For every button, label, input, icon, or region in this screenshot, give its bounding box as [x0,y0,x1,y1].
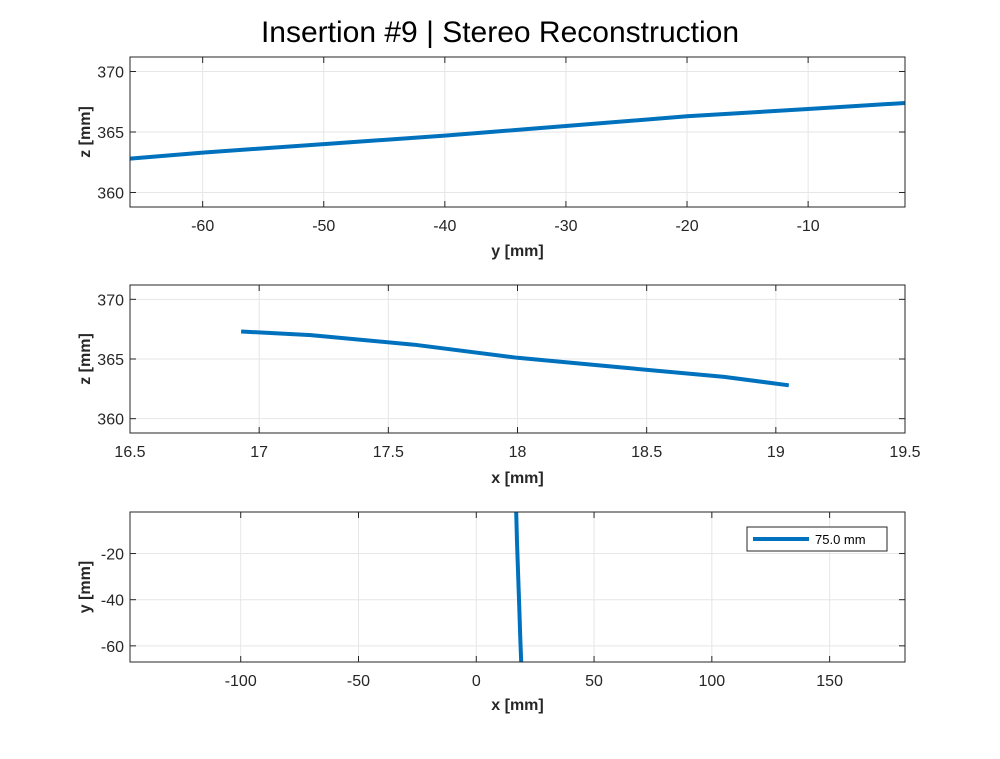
axes-3: -100 -50 0 50 100 150 -60 -40 -20 x [mm] y [mm] 75.… [77,511,906,714]
x-tick-label: -40 [433,218,456,235]
y-axis-label: z [mm] [77,106,94,158]
y-tick-label: 360 [97,185,124,202]
x-tick-label: -30 [554,218,577,235]
x-tick-label: 18 [509,444,527,461]
axes-1: -60 -50 -40 -30 -20 -10 360 365 370 y [mm] z [mm] [77,56,906,260]
y-tick-label: -40 [101,593,124,610]
axes-box [129,56,906,208]
x-axis-label: x [mm] [491,697,543,714]
x-axis-label: x [mm] [491,470,543,487]
y-tick-label: 370 [97,292,124,309]
x-tick-label: -50 [312,218,335,235]
y-tick-label: -20 [101,547,124,564]
y-tick-label: 370 [97,65,124,82]
x-tick-label: 17.5 [373,444,404,461]
x-tick-label: 16.5 [114,444,145,461]
x-tick-label: -10 [797,218,820,235]
legend: 75.0 mm [746,526,888,552]
x-tick-label: -50 [347,673,370,690]
data-series-line [514,512,524,662]
legend-entry-label: 75.0 mm [815,532,866,547]
x-tick-label: -60 [191,218,214,235]
x-tick-label: 100 [698,673,725,690]
y-tick-label: -60 [101,639,124,656]
x-tick-label: 0 [472,673,481,690]
axes-box [129,284,906,434]
data-series-line [240,329,790,388]
x-axis-label: y [mm] [491,243,543,260]
x-tick-label: 17 [250,444,268,461]
axes-box [129,511,906,663]
y-tick-label: 365 [97,352,124,369]
y-axis-label: y [mm] [77,561,94,613]
y-tick-label: 365 [97,125,124,142]
y-axis-label: z [mm] [77,333,94,385]
x-tick-label: 50 [585,673,603,690]
x-tick-label: -20 [675,218,698,235]
x-tick-label: -100 [225,673,257,690]
data-series-line [130,101,905,161]
axes-2: 16.5 17 17.5 18 18.5 19 19.5 360 365 370 x [mm] z [… [77,284,921,487]
x-tick-label: 19.5 [889,444,920,461]
y-tick-label: 360 [97,412,124,429]
x-tick-label: 150 [816,673,843,690]
x-tick-label: 18.5 [631,444,662,461]
x-tick-label: 19 [767,444,785,461]
figure-title: Insertion #9 | Stereo Reconstruction [261,16,739,49]
